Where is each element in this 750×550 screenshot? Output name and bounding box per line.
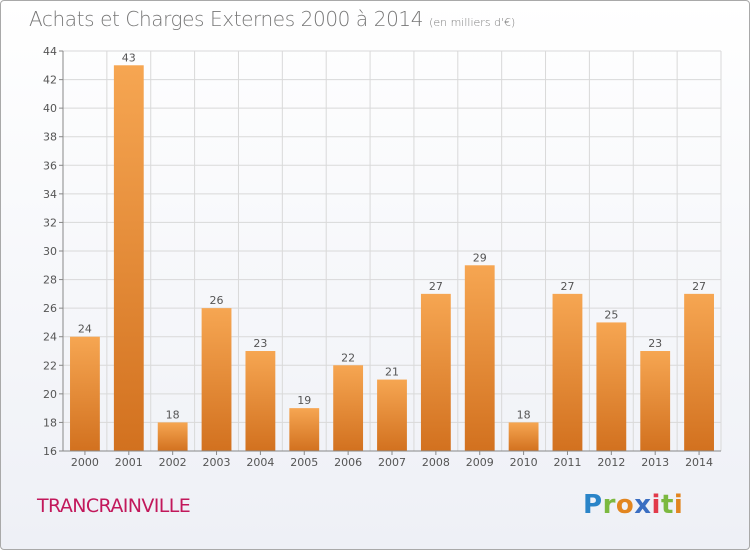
y-tick-label: 16 bbox=[43, 445, 57, 458]
chart-title: Achats et Charges Externes 2000 à 2014 (e… bbox=[29, 7, 515, 31]
bar-2002 bbox=[157, 422, 188, 451]
axes: 16 18 20 22 24 26 28 30 32 34 36 38 40 42 44 2000 2001 20… bbox=[43, 45, 721, 469]
y-tick-label: 30 bbox=[43, 245, 57, 258]
title-unit: (en milliers d'€) bbox=[429, 16, 516, 29]
logo-letter: t bbox=[660, 490, 674, 520]
bar-value-label: 19 bbox=[297, 394, 311, 407]
logo-letter: i bbox=[651, 490, 661, 520]
bar-value-label: 29 bbox=[473, 251, 487, 264]
logo-letter: o bbox=[615, 490, 635, 520]
x-tick-label: 2013 bbox=[641, 456, 669, 469]
bar-value-label: 27 bbox=[692, 280, 706, 293]
bar-value-label: 43 bbox=[122, 51, 136, 64]
y-tick-label: 24 bbox=[43, 331, 57, 344]
bar-value-label: 27 bbox=[429, 280, 443, 293]
bar-value-label: 24 bbox=[78, 323, 92, 336]
x-tick-label: 2002 bbox=[159, 456, 187, 469]
logo-letter: i bbox=[673, 490, 684, 520]
bar-2008 bbox=[420, 293, 451, 451]
y-tick-label: 20 bbox=[43, 388, 57, 401]
bar-value-label: 18 bbox=[166, 408, 180, 421]
y-tick-label: 22 bbox=[43, 359, 57, 372]
y-tick-label: 44 bbox=[43, 45, 57, 58]
x-tick-label: 2014 bbox=[685, 456, 713, 469]
bar-value-label: 18 bbox=[517, 408, 531, 421]
bar-2006 bbox=[333, 365, 364, 451]
x-tick-label: 2009 bbox=[466, 456, 494, 469]
x-tick-label: 2004 bbox=[246, 456, 274, 469]
y-tick-label: 32 bbox=[43, 216, 57, 229]
x-tick-label: 2011 bbox=[553, 456, 581, 469]
y-tick-label: 42 bbox=[43, 74, 57, 87]
x-tick-label: 2006 bbox=[334, 456, 362, 469]
logo-letter: x bbox=[634, 490, 652, 520]
bar-2010 bbox=[508, 422, 539, 451]
bar-2000 bbox=[70, 336, 100, 451]
bar-2001 bbox=[113, 65, 144, 452]
bar-2009 bbox=[464, 265, 495, 451]
title-main: Achats et Charges Externes 2000 à 2014 bbox=[29, 7, 424, 31]
y-tick-label: 18 bbox=[43, 416, 57, 429]
bar-2007 bbox=[377, 379, 407, 451]
bars: 24 43 18 26 23 19 22 21 27 29 18 27 25 23 27 bbox=[70, 51, 714, 452]
y-tick-label: 40 bbox=[43, 102, 57, 115]
proxiti-logo: Proxiti bbox=[583, 490, 683, 520]
bar-2003 bbox=[201, 308, 232, 451]
x-tick-label: 2005 bbox=[290, 456, 318, 469]
y-tick-label: 28 bbox=[43, 274, 57, 287]
bar-value-label: 23 bbox=[648, 337, 662, 350]
bar-value-label: 25 bbox=[604, 308, 618, 321]
bar-2011 bbox=[552, 293, 583, 451]
y-tick-label: 38 bbox=[43, 131, 57, 144]
x-tick-label: 2008 bbox=[422, 456, 450, 469]
bar-value-label: 23 bbox=[253, 337, 267, 350]
x-tick-label: 2000 bbox=[71, 456, 99, 469]
bar-value-label: 22 bbox=[341, 351, 355, 364]
x-tick-label: 2001 bbox=[115, 456, 143, 469]
x-tick-label: 2007 bbox=[378, 456, 406, 469]
x-tick-label: 2010 bbox=[510, 456, 538, 469]
bar-value-label: 26 bbox=[210, 294, 224, 307]
x-tick-label: 2012 bbox=[597, 456, 625, 469]
x-tick-label: 2003 bbox=[203, 456, 231, 469]
logo-letter: r bbox=[602, 490, 616, 520]
y-tick-label: 34 bbox=[43, 188, 57, 201]
y-tick-label: 26 bbox=[43, 302, 57, 315]
logo-letter: P bbox=[583, 490, 603, 520]
y-tick-label: 36 bbox=[43, 159, 57, 172]
commune-name: TRANCRAINVILLE bbox=[37, 495, 191, 517]
bar-value-label: 27 bbox=[560, 280, 574, 293]
bar-2014 bbox=[684, 293, 714, 451]
bar-2012 bbox=[596, 322, 627, 451]
bar-2013 bbox=[640, 351, 671, 451]
bar-2004 bbox=[245, 351, 276, 451]
bar-2005 bbox=[289, 408, 320, 451]
bar-value-label: 21 bbox=[385, 366, 399, 379]
